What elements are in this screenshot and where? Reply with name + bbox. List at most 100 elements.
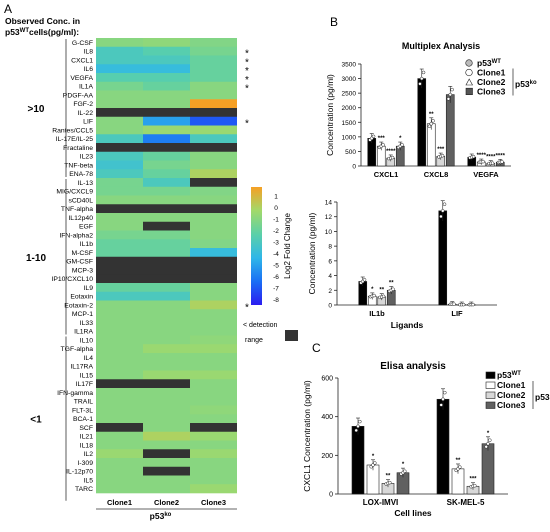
- heatmap-cell: [143, 335, 190, 345]
- heatmap-cell: [96, 64, 143, 74]
- heatmap-cell: [143, 186, 190, 196]
- data-point: [440, 153, 445, 158]
- detection-note-line1: < detection: [243, 322, 278, 329]
- heatmap-row-label: IL12p40: [68, 215, 93, 222]
- heatmap-cell: [96, 178, 143, 188]
- significance-star: *: [245, 57, 249, 68]
- heatmap-x-label: p53ko: [150, 511, 172, 521]
- heatmap-row-label: IL17F: [76, 381, 93, 388]
- heatmap-cell: [143, 361, 190, 371]
- heatmap-column-label: Clone1: [107, 498, 132, 507]
- data-point: [471, 302, 475, 307]
- heatmap-cell: [143, 178, 190, 188]
- heatmap-cell: [143, 396, 190, 406]
- heatmap-cell: [190, 169, 237, 179]
- heatmap-cell: [96, 143, 143, 153]
- heatmap-cell: [96, 108, 143, 118]
- y-tick-label: 3000: [342, 76, 357, 83]
- data-point: [441, 209, 445, 213]
- heatmap-row-label: IL2: [84, 451, 94, 458]
- heatmap-cell: [96, 449, 143, 459]
- heatmap-row-label: IL15: [80, 372, 93, 379]
- heatmap-cell: [143, 125, 190, 135]
- heatmap-row-label: FGF-2: [73, 101, 93, 108]
- heatmap-row-label: IL33: [80, 320, 93, 327]
- heatmap-cell: [190, 55, 237, 65]
- data-point: [439, 403, 443, 407]
- data-point: [446, 97, 451, 101]
- heatmap-cell: [96, 283, 143, 293]
- significance-star: *: [245, 66, 249, 77]
- bar: [481, 443, 495, 495]
- heatmap-cell: [143, 326, 190, 336]
- heatmap-cell: [190, 116, 237, 126]
- heatmap-row-label: BCA-1: [73, 416, 93, 423]
- heatmap-cell: [96, 186, 143, 196]
- data-point: [354, 428, 358, 433]
- bar: [426, 123, 436, 167]
- legend-marker: [465, 68, 473, 77]
- heatmap-column-label: Clone3: [201, 498, 226, 507]
- legend-label-wt: p53WT: [497, 370, 521, 380]
- heatmap-cell: [190, 81, 237, 91]
- data-point: [490, 161, 495, 165]
- heatmap-cell: [190, 265, 237, 275]
- data-point: [448, 92, 452, 97]
- heatmap-cell: [190, 38, 237, 48]
- significance-label: ****: [477, 153, 487, 159]
- significance-label: ***: [378, 136, 386, 142]
- chart-title: Elisa analysis: [380, 361, 446, 372]
- heatmap-row-label: I-309: [78, 460, 94, 467]
- heatmap-cell: [190, 248, 237, 258]
- heatmap-cell: [190, 221, 237, 231]
- heatmap-cell: [190, 134, 237, 144]
- panel-label-c: C: [312, 341, 321, 355]
- heatmap-row-label: IL18: [80, 442, 93, 449]
- y-tick-label: 6: [328, 258, 332, 265]
- y-axis-label: Concentration (pg/ml): [307, 212, 317, 294]
- legend-marker: [465, 78, 474, 86]
- significance-label: **: [379, 288, 384, 294]
- data-point: [441, 397, 445, 402]
- heatmap-row-label: IL-12p70: [66, 469, 93, 476]
- data-point: [381, 294, 386, 299]
- heatmap-cell: [143, 38, 190, 48]
- heatmap-header-line2: p53WTcells(pg/ml):: [5, 27, 79, 37]
- heatmap-cell: [143, 213, 190, 223]
- heatmap-cell: [143, 116, 190, 126]
- heatmap-row-label: FLT-3L: [72, 407, 93, 414]
- heatmap-cell: [143, 431, 190, 441]
- x-category-label: SK-MEL-5: [447, 498, 485, 507]
- y-tick-label: 500: [345, 149, 356, 156]
- data-point: [390, 155, 395, 160]
- y-tick-label: 1000: [342, 134, 357, 141]
- heatmap-row-label: TRAIL: [74, 399, 93, 406]
- heatmap-cell: [96, 405, 143, 415]
- heatmap-cell: [96, 353, 143, 363]
- heatmap-row-label: IL4: [84, 355, 94, 362]
- heatmap-cell: [96, 90, 143, 100]
- heatmap-cell: [143, 291, 190, 301]
- heatmap-cell: [190, 195, 237, 205]
- significance-label: ****: [486, 155, 496, 161]
- x-category-label: IL1b: [369, 309, 385, 318]
- significance-star: *: [245, 119, 249, 130]
- heatmap-row-label: PDGF-AA: [63, 92, 94, 99]
- heatmap-color-legend: 1 0 -1 -2 -3 -4 -5 -6 -7 -8 Log2 Fold Change < dete…: [243, 187, 298, 344]
- data-point: [431, 119, 435, 123]
- legend-label-clone: Clone2: [497, 390, 526, 400]
- data-point: [418, 82, 422, 86]
- y-tick-label: 0: [329, 492, 333, 499]
- legend-swatch: [485, 401, 496, 409]
- legend-tick-label: -5: [273, 262, 279, 269]
- heatmap-cell: [96, 458, 143, 468]
- heatmap-cell: [190, 204, 237, 214]
- data-point: [381, 143, 385, 147]
- heatmap-cell: [190, 73, 237, 83]
- heatmap-cell: [190, 151, 237, 161]
- heatmap-cell: [143, 99, 190, 109]
- significance-label: **: [429, 112, 434, 118]
- bar: [436, 398, 450, 495]
- heatmap-cell: [190, 388, 237, 398]
- heatmap-row-label: sCD40L: [68, 197, 93, 204]
